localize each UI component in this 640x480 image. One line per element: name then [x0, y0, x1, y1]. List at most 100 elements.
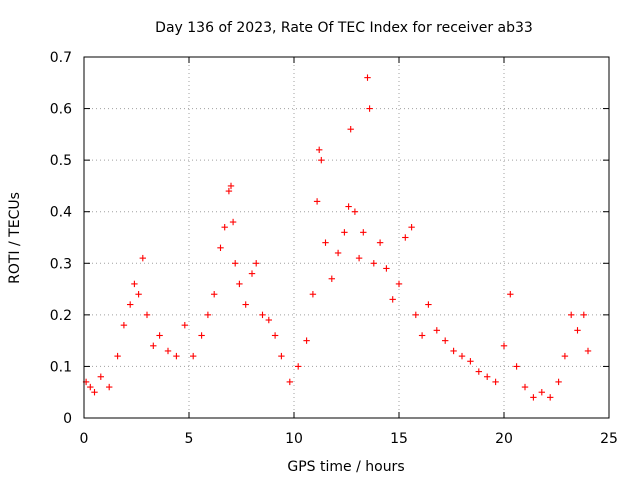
chart-title: Day 136 of 2023, Rate Of TEC Index for r…	[155, 20, 533, 36]
data-point	[450, 347, 457, 355]
x-tick-label: 5	[185, 431, 194, 447]
data-point	[156, 332, 163, 339]
data-point	[173, 352, 180, 360]
data-point	[484, 373, 491, 380]
data-point	[286, 378, 293, 386]
data-point	[383, 265, 390, 272]
data-point	[355, 254, 363, 262]
data-point	[341, 229, 348, 236]
data-point	[181, 321, 188, 329]
data-point	[150, 342, 157, 349]
data-point	[295, 363, 302, 370]
data-point	[584, 347, 592, 355]
data-point	[347, 126, 354, 133]
data-point	[507, 291, 514, 298]
data-point	[211, 291, 218, 298]
data-point	[318, 156, 325, 164]
data-point	[530, 394, 537, 401]
data-point	[366, 105, 373, 112]
data-point	[316, 146, 323, 154]
data-point	[500, 342, 508, 349]
data-point	[198, 332, 205, 339]
data-point	[91, 389, 98, 396]
y-tick-label: 0.7	[50, 50, 72, 66]
data-point	[313, 198, 321, 205]
data-point	[204, 311, 212, 319]
data-point	[547, 394, 554, 401]
data-point	[221, 223, 228, 231]
data-point	[131, 280, 138, 288]
data-point	[248, 270, 256, 277]
x-tick-label: 25	[600, 431, 618, 447]
data-point	[328, 275, 335, 282]
data-point	[309, 291, 317, 298]
data-point	[555, 378, 562, 386]
data-point	[580, 311, 587, 319]
data-point	[538, 389, 545, 396]
data-point	[351, 208, 359, 215]
data-point	[467, 358, 474, 365]
y-tick-label: 0	[63, 411, 72, 427]
x-tick-label: 20	[495, 431, 513, 447]
y-axis-label: ROTI / TECUs	[7, 192, 23, 284]
data-point	[278, 352, 285, 360]
data-point	[236, 280, 243, 288]
x-tick-label: 0	[80, 431, 89, 447]
data-point	[259, 311, 266, 319]
data-point	[568, 311, 575, 319]
data-point	[106, 383, 113, 391]
data-point	[143, 311, 151, 319]
data-point	[139, 254, 146, 262]
data-point	[322, 239, 329, 246]
data-point	[492, 378, 499, 386]
data-point	[217, 244, 224, 252]
data-point	[574, 327, 581, 334]
data-point	[395, 280, 403, 288]
data-point	[242, 301, 249, 308]
axis-ticks: 0 5 10 15 20 25 0 0.1 0.2 0.3 0.4 0.5 0.6 0.7	[50, 50, 618, 447]
data-point	[418, 332, 426, 339]
y-tick-label: 0.6	[50, 102, 72, 118]
data-point	[190, 352, 197, 360]
data-point	[360, 229, 367, 236]
data-points	[82, 74, 592, 401]
y-tick-label: 0.4	[50, 205, 72, 221]
plot-frame	[83, 56, 610, 419]
data-point	[408, 223, 415, 231]
data-point	[458, 352, 466, 360]
data-point	[334, 249, 342, 257]
data-point	[364, 74, 371, 81]
data-point	[120, 321, 128, 329]
data-point	[389, 296, 396, 303]
y-tick-label: 0.2	[50, 308, 72, 324]
data-point	[521, 383, 529, 391]
data-point	[253, 260, 260, 267]
data-point	[227, 182, 235, 190]
y-tick-label: 0.5	[50, 153, 72, 169]
grid-lines	[84, 57, 609, 418]
data-point	[127, 301, 134, 308]
data-point	[442, 337, 449, 344]
data-point	[135, 291, 142, 298]
data-point	[114, 352, 121, 360]
data-point	[164, 347, 172, 355]
data-point	[412, 311, 419, 319]
data-point	[345, 203, 352, 210]
data-point	[376, 239, 384, 246]
x-axis-label: GPS time / hours	[287, 459, 404, 475]
data-point	[229, 218, 237, 226]
data-point	[271, 332, 279, 339]
x-tick-label: 10	[285, 431, 303, 447]
data-point	[87, 383, 94, 391]
x-tick-label: 15	[390, 431, 408, 447]
data-point	[97, 373, 104, 380]
data-point	[425, 301, 432, 308]
data-point	[232, 260, 239, 267]
data-point	[433, 327, 440, 334]
data-point	[225, 187, 233, 195]
data-point	[303, 337, 310, 344]
data-point	[370, 260, 377, 267]
y-tick-label: 0.3	[50, 256, 72, 272]
data-point	[265, 316, 272, 324]
